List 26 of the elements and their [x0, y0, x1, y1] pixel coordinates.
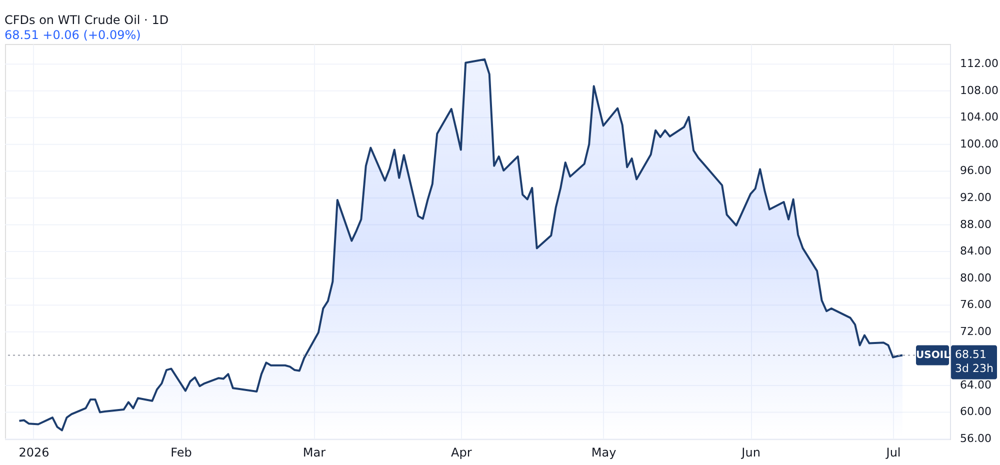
x-tick-label: Apr — [450, 446, 472, 460]
y-tick-label: 88.00 — [960, 218, 992, 231]
y-tick-label: 56.00 — [960, 432, 992, 445]
y-tick-label: 64.00 — [960, 378, 992, 392]
x-tick-label: Mar — [302, 446, 326, 460]
y-tick-label: 80.00 — [960, 271, 992, 284]
x-tick-label: Feb — [170, 446, 192, 460]
y-tick-label: 96.00 — [960, 164, 992, 178]
text: 68.51 — [955, 348, 986, 362]
y-tick-label: 72.00 — [960, 324, 992, 338]
x-tick-label: Jul — [885, 446, 901, 460]
x-tick-label: May — [591, 446, 616, 460]
y-tick-label: 108.00 — [960, 84, 998, 97]
y-tick-label: 92.00 — [960, 190, 992, 204]
y-tick-label: 104.00 — [960, 110, 998, 124]
x-tick-label: 2026 — [18, 446, 50, 460]
ref-line-label: USOIL — [916, 350, 951, 362]
chart-title: CFDs on WTI Crude Oil · 1D — [4, 13, 169, 27]
chart-subtitle: 68.51 +0.06 (+0.09%) — [4, 28, 141, 42]
y-tick-label: 100.00 — [960, 137, 998, 150]
y-tick-label: 84.00 — [960, 244, 992, 258]
x-tick-label: Jun — [740, 446, 760, 460]
y-tick-label: 60.00 — [960, 405, 992, 418]
y-tick-label: 112.00 — [960, 57, 998, 70]
y-tick-label: 76.00 — [960, 298, 992, 312]
text: 3d 23h — [955, 362, 994, 376]
